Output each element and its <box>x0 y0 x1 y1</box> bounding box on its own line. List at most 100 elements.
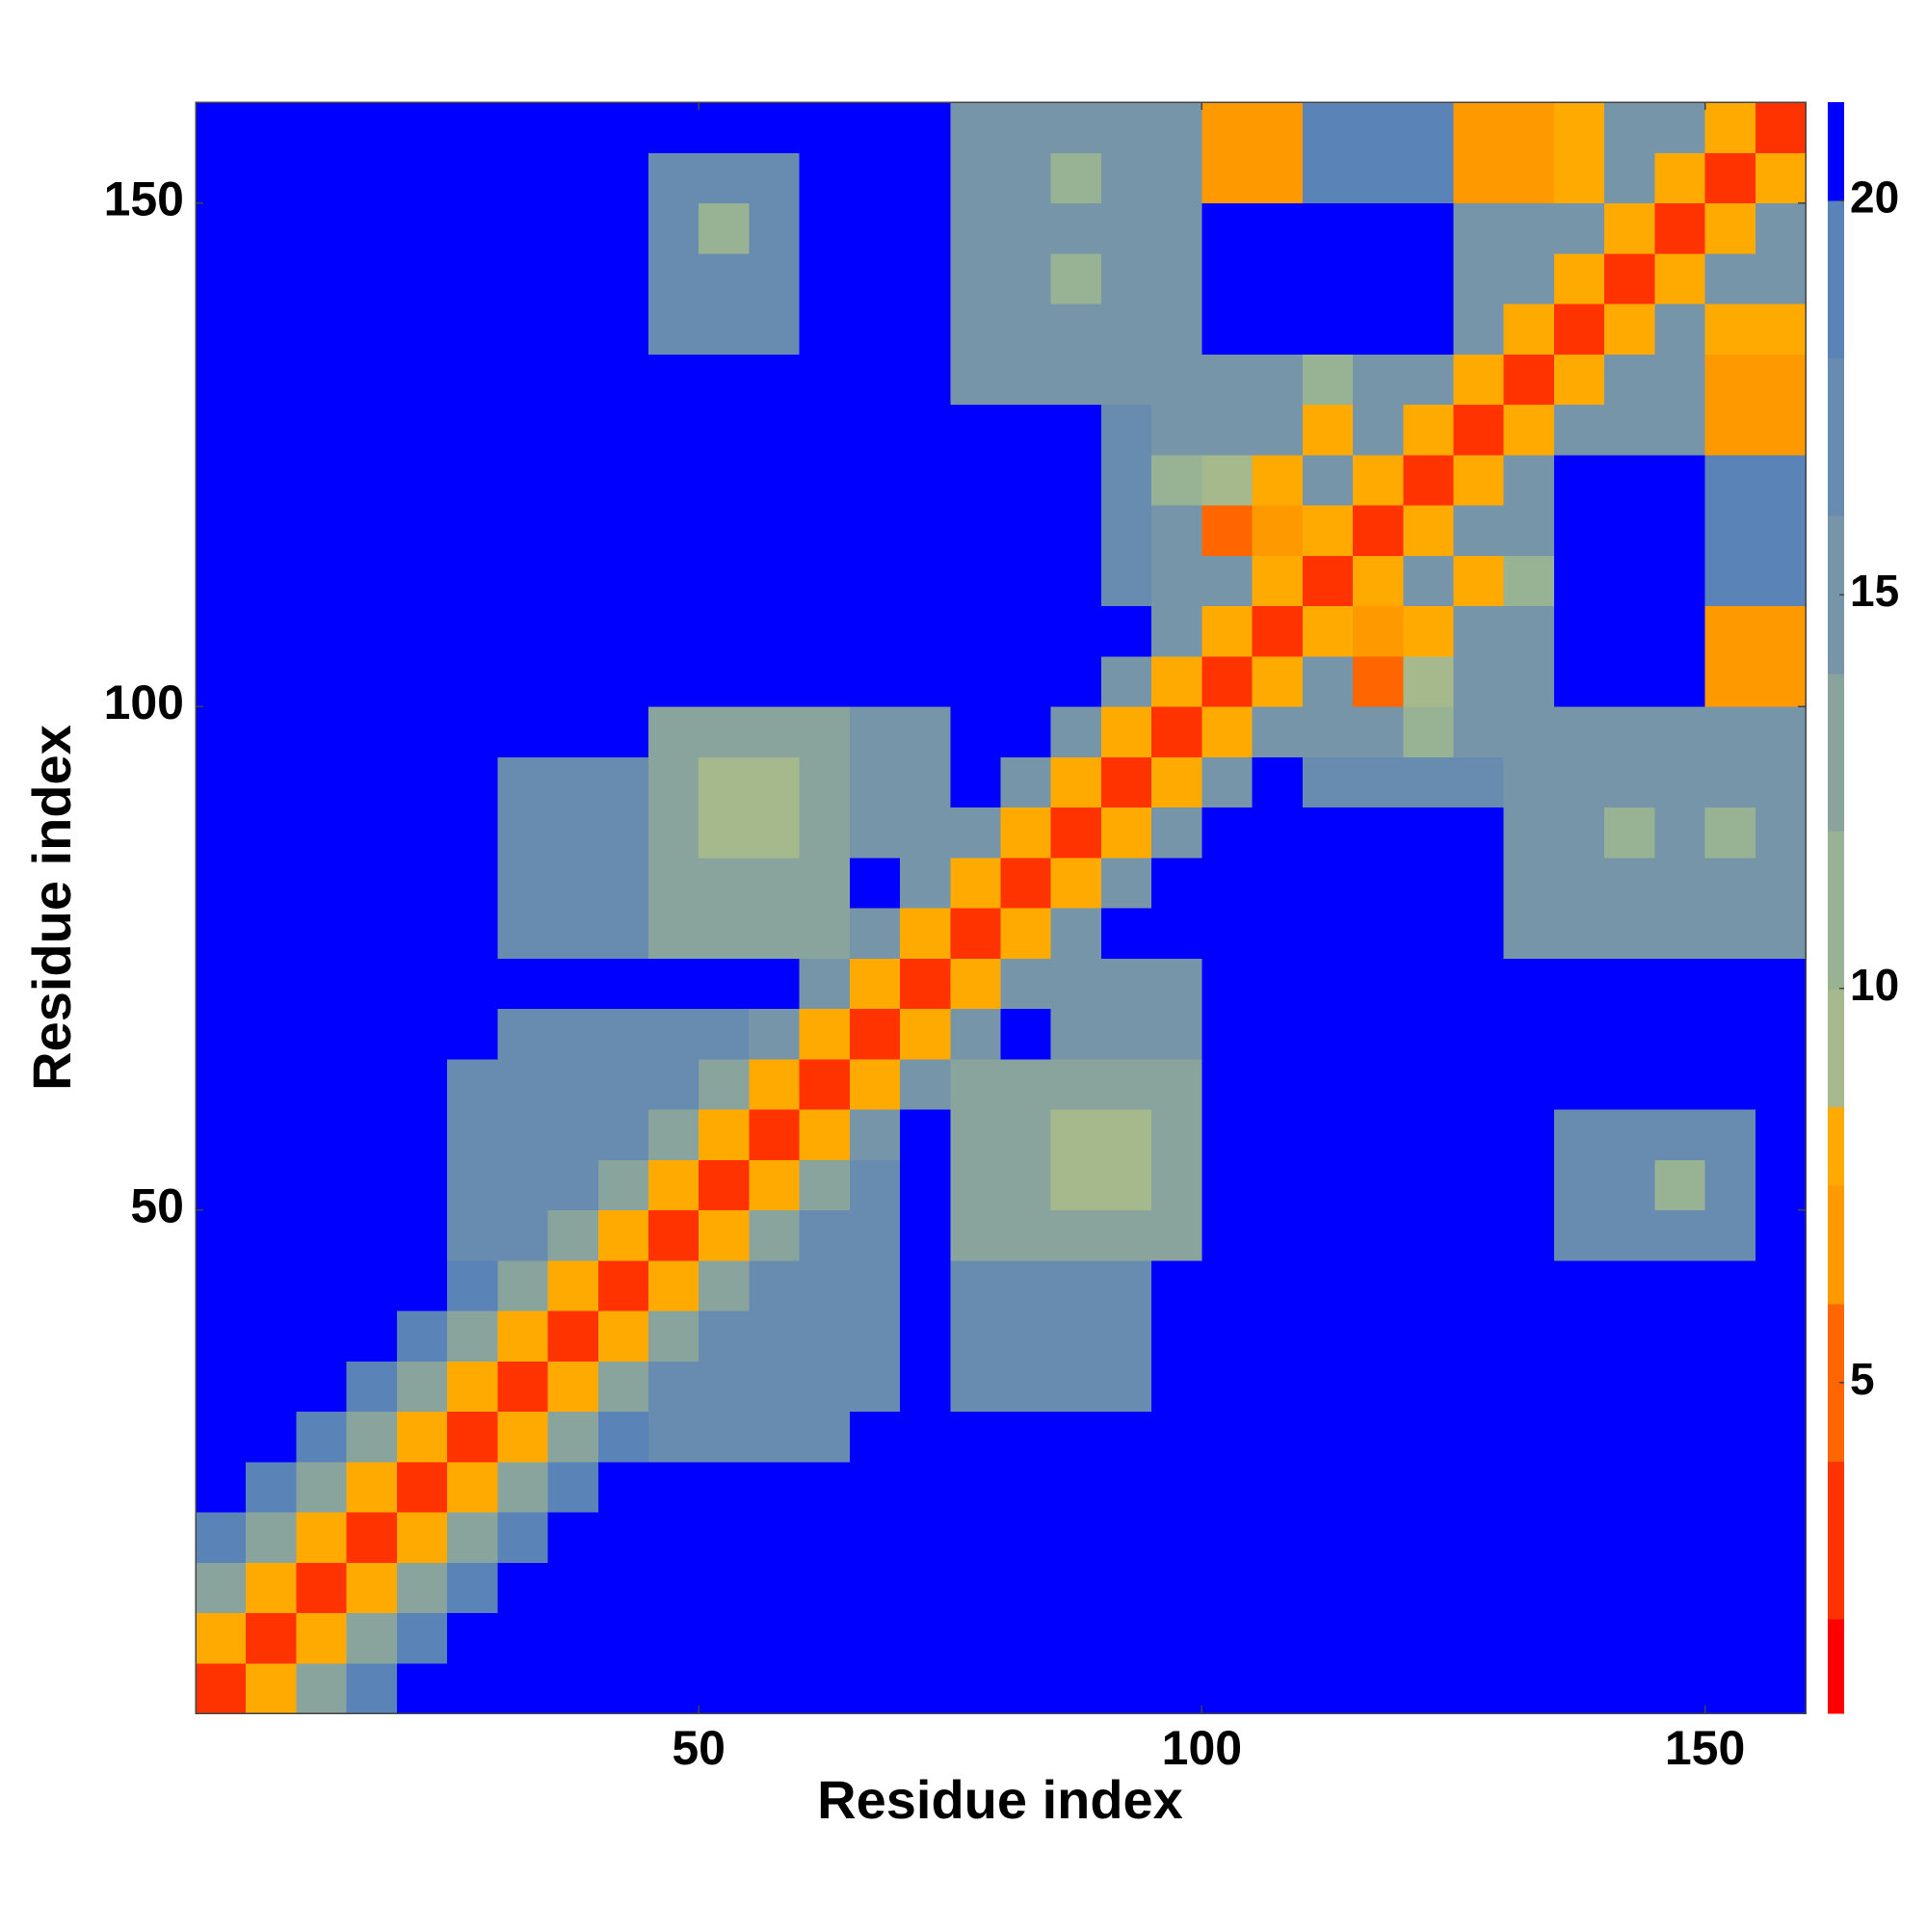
heatmap-cell <box>1151 1562 1202 1613</box>
heatmap-cell <box>950 152 1001 203</box>
heatmap-cell <box>1553 1612 1605 1664</box>
heatmap-cell <box>647 404 700 456</box>
heatmap-cell <box>799 505 851 556</box>
heatmap-cell <box>1553 908 1605 959</box>
heatmap-cell <box>296 958 348 1009</box>
heatmap-cell <box>1654 857 1706 909</box>
heatmap-cell <box>1252 555 1304 606</box>
heatmap-cell <box>1704 404 1756 456</box>
heatmap-cell <box>1654 252 1706 304</box>
heatmap-cell <box>246 605 297 657</box>
heatmap-cell <box>1353 605 1404 657</box>
heatmap-cell <box>246 655 297 707</box>
heatmap-cell <box>1302 252 1354 304</box>
heatmap-cell <box>246 454 297 506</box>
heatmap-cell <box>246 756 297 807</box>
heatmap-cell <box>647 102 700 153</box>
colorbar-segment <box>1828 102 1844 201</box>
colorbar-segment <box>1828 200 1844 359</box>
heatmap-cell <box>1353 1008 1404 1060</box>
heatmap-cell <box>900 756 951 807</box>
heatmap-cell <box>1755 908 1807 959</box>
heatmap-cell <box>647 1562 700 1613</box>
heatmap-cell <box>447 1209 498 1261</box>
heatmap-cell <box>1604 655 1655 707</box>
heatmap-cell <box>699 304 750 355</box>
heatmap-cell <box>1403 454 1454 506</box>
heatmap-cell <box>597 1612 649 1664</box>
heatmap-cell <box>1654 1562 1706 1613</box>
heatmap-cell <box>547 1461 599 1513</box>
x-tick-label: 100 <box>1162 1721 1242 1775</box>
heatmap-cell <box>1252 1512 1304 1563</box>
heatmap-cell <box>900 655 951 707</box>
heatmap-cell <box>900 807 951 859</box>
heatmap-cell <box>1201 1411 1254 1463</box>
heatmap-cell <box>497 605 549 657</box>
heatmap-cell <box>1604 404 1655 456</box>
heatmap-cell <box>497 555 549 606</box>
heatmap-cell <box>1654 404 1706 456</box>
heatmap-cell <box>196 958 247 1009</box>
heatmap-cell <box>849 1612 901 1664</box>
heatmap-cell <box>1453 152 1505 203</box>
heatmap-cell <box>447 1662 498 1714</box>
heatmap-cell <box>597 1159 649 1210</box>
heatmap-cell <box>396 1562 448 1613</box>
heatmap-cell <box>396 505 448 556</box>
heatmap-cell <box>497 354 549 405</box>
heatmap-cell <box>1704 354 1756 405</box>
heatmap-cell <box>1252 1411 1304 1463</box>
heatmap-cell <box>1503 1662 1555 1714</box>
heatmap-cell <box>647 1612 700 1664</box>
heatmap-cell <box>749 304 801 355</box>
heatmap-cell <box>1252 706 1304 757</box>
heatmap-cell <box>1704 1058 1756 1110</box>
heatmap-cell <box>1000 1058 1052 1110</box>
heatmap-cell <box>1704 655 1756 707</box>
heatmap-cell <box>1704 1662 1756 1714</box>
heatmap-cell <box>447 404 498 456</box>
heatmap-cell <box>1604 756 1655 807</box>
heatmap-cell <box>950 1411 1001 1463</box>
heatmap-cell <box>1403 354 1454 405</box>
heatmap-cell <box>1503 1209 1555 1261</box>
heatmap-cell <box>547 354 599 405</box>
heatmap-cell <box>799 354 851 405</box>
heatmap-cell <box>1201 807 1254 859</box>
heatmap-cell <box>346 454 398 506</box>
heatmap-cell <box>1755 1008 1807 1060</box>
heatmap-cell <box>1503 1461 1555 1513</box>
heatmap-cell <box>1201 1512 1254 1563</box>
heatmap-cell <box>396 1259 448 1311</box>
heatmap-cell <box>1353 706 1404 757</box>
heatmap-cell <box>1553 807 1605 859</box>
heatmap-cell <box>699 1662 750 1714</box>
heatmap-cell <box>196 454 247 506</box>
heatmap-cell <box>396 555 448 606</box>
heatmap-cell <box>1201 1209 1254 1261</box>
heatmap-cell <box>447 505 498 556</box>
heatmap-cell <box>497 807 549 859</box>
heatmap-cell <box>246 1209 297 1261</box>
heatmap-cell <box>1302 958 1354 1009</box>
heatmap-cell <box>699 555 750 606</box>
heatmap-cell <box>1403 655 1454 707</box>
heatmap-cell <box>597 756 649 807</box>
heatmap-cell <box>699 1310 750 1362</box>
heatmap-cell <box>1353 1109 1404 1160</box>
heatmap-cell <box>849 555 901 606</box>
heatmap-cell <box>1755 1259 1807 1311</box>
heatmap-cell <box>597 1259 649 1311</box>
heatmap-cell <box>246 1058 297 1110</box>
heatmap-cell <box>849 1310 901 1362</box>
heatmap-cell <box>1604 1008 1655 1060</box>
heatmap-cell <box>346 202 398 254</box>
heatmap-cell <box>699 505 750 556</box>
heatmap-cell <box>447 152 498 203</box>
heatmap-cell <box>1151 454 1202 506</box>
heatmap-cell <box>950 1461 1001 1513</box>
heatmap-cell <box>1704 1361 1756 1412</box>
heatmap-cell <box>1604 1562 1655 1613</box>
heatmap-cell <box>497 1562 549 1613</box>
